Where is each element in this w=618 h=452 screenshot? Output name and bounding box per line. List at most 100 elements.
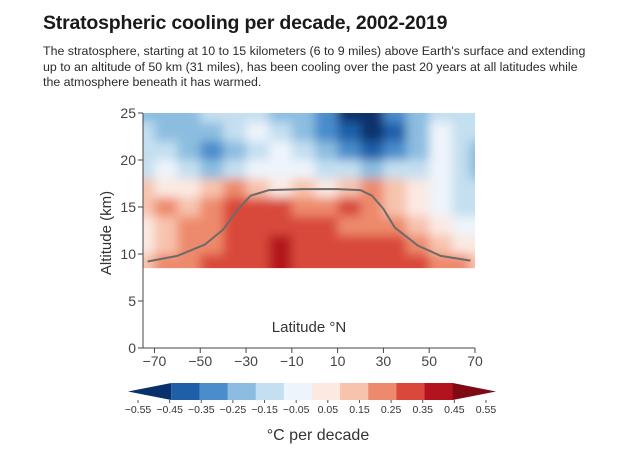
heatmap-cell — [223, 235, 247, 255]
heatmap-cell — [360, 160, 384, 180]
heatmap-cell — [200, 160, 224, 180]
heatmap-cell — [154, 113, 178, 123]
colorbar-tick-label: 0.15 — [349, 404, 370, 416]
heatmap-cell — [177, 122, 201, 142]
heatmap-cell — [360, 141, 384, 161]
heatmap-cell — [429, 122, 453, 142]
heatmap-cell — [429, 113, 453, 123]
heatmap-cell — [143, 216, 155, 236]
x-tick-label: −70 — [143, 353, 167, 369]
colorbar-tick-label: −0.05 — [283, 404, 310, 416]
heatmap-cell — [268, 254, 293, 269]
heatmap-cell — [337, 113, 362, 123]
heatmap-cell — [469, 178, 475, 199]
colorbar-label: °C per decade — [267, 427, 370, 444]
heatmap-cell — [200, 235, 224, 255]
colorbar-tick-label: 0.25 — [381, 404, 402, 416]
heatmap-cell — [429, 141, 453, 161]
heatmap-cell — [314, 216, 339, 236]
heatmap-cell — [143, 141, 155, 161]
x-tick-label: 70 — [467, 353, 483, 369]
x-tick-label: 50 — [421, 353, 437, 369]
y-tick-label: 5 — [128, 293, 136, 309]
colorbar-tick-label: 0.35 — [413, 404, 434, 416]
heatmap-cell — [406, 141, 430, 161]
heatmap-cell — [154, 235, 178, 255]
heatmap-cell — [337, 160, 362, 180]
heatmap-cell — [314, 113, 339, 123]
heatmap-cell — [223, 113, 247, 123]
heatmap-cell — [429, 197, 453, 217]
heatmap-cell — [246, 235, 270, 255]
colorbar-segment — [255, 383, 285, 400]
colorbar-tick-label: 0.45 — [444, 404, 465, 416]
heatmap-cell — [314, 235, 339, 255]
heatmap-cell — [383, 254, 407, 269]
heatmap-cell — [246, 113, 270, 123]
heatmap-cell — [452, 160, 470, 180]
heatmap-cell — [452, 178, 470, 199]
heatmap-cell — [360, 216, 384, 236]
x-tick-label: 30 — [376, 353, 392, 369]
heatmap-cell — [291, 197, 316, 217]
x-tick-label: −50 — [188, 353, 212, 369]
heatmap-cell — [177, 197, 201, 217]
heatmap-cell — [452, 235, 470, 255]
heatmap-cell — [360, 113, 384, 123]
heatmap-cell — [291, 235, 316, 255]
heatmap-cell — [314, 141, 339, 161]
heatmap-cell — [360, 122, 384, 142]
heatmap-cell — [246, 122, 270, 142]
heatmap-cell — [291, 113, 316, 123]
heatmap-cell — [154, 197, 178, 217]
colorbar-segment — [424, 383, 454, 400]
colorbar-segment — [171, 383, 200, 400]
colorbar-tick-label: −0.35 — [188, 404, 215, 416]
axes: 0 5 10 15 20 25 −70 −50 −30 −10 10 30 50 70 — [120, 105, 483, 369]
y-tick-label: 25 — [120, 105, 136, 121]
heatmap-cell — [223, 160, 247, 180]
heatmap-cell — [268, 122, 293, 142]
heatmap-cell — [177, 160, 201, 180]
heatmap-cell — [469, 235, 475, 255]
colorbar-tick-label: 0.55 — [476, 404, 497, 416]
heatmap-cell — [337, 235, 362, 255]
heatmap-cell — [200, 178, 224, 199]
heatmap-cell — [246, 254, 270, 269]
heatmap-cell — [223, 122, 247, 142]
heatmap-cell — [469, 254, 475, 269]
heatmap-cell — [154, 141, 178, 161]
heatmap-cell — [383, 197, 407, 217]
chart-title: Stratospheric cooling per decade, 2002-2… — [43, 12, 448, 34]
heatmap-cell — [291, 122, 316, 142]
colorbar-segment — [396, 383, 426, 400]
heatmap-cell — [337, 122, 362, 142]
heatmap-cell — [452, 216, 470, 236]
heatmap-cell — [383, 160, 407, 180]
y-tick-label: 0 — [128, 340, 136, 356]
x-tick-label: −10 — [280, 353, 304, 369]
colorbar-segment — [368, 383, 397, 400]
heatmap-cell — [469, 197, 475, 217]
heatmap-cell — [268, 178, 293, 199]
heatmap-cell — [200, 254, 224, 269]
heatmap-cell — [383, 113, 407, 123]
colorbar-tick-label: 0.05 — [318, 404, 339, 416]
heatmap-cell — [406, 216, 430, 236]
heatmap-cell — [223, 197, 247, 217]
heatmap-cell — [337, 254, 362, 269]
heatmap-cell — [291, 141, 316, 161]
heatmap-cell — [314, 160, 339, 180]
heatmap-cell — [406, 178, 430, 199]
heatmap-cell — [360, 254, 384, 269]
heatmap-cell — [154, 122, 178, 142]
heatmap-cell — [469, 141, 475, 161]
heatmap-cell — [177, 178, 201, 199]
heatmap-cell — [383, 141, 407, 161]
heatmap-cell — [143, 178, 155, 199]
heatmap-cell — [200, 113, 224, 123]
heatmap-cell — [429, 216, 453, 236]
heatmap-cell — [268, 197, 293, 217]
heatmap-cell — [337, 216, 362, 236]
heatmap-cell — [177, 216, 201, 236]
